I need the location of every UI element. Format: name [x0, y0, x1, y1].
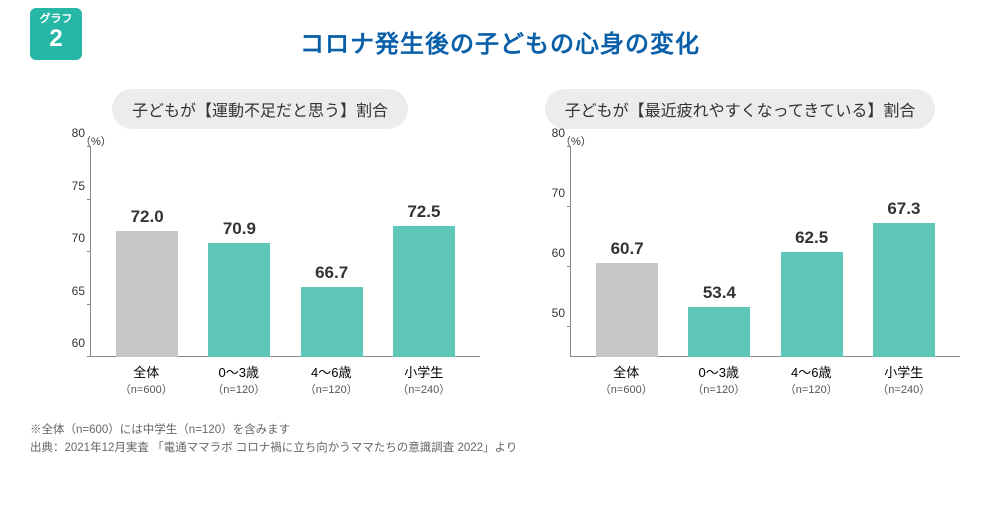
ytick-label: 50 — [535, 306, 565, 320]
sample-size-label: （n=240） — [869, 381, 939, 397]
footnote-line: ※全体（n=600）には中学生（n=120）を含みます — [30, 421, 970, 439]
bar — [301, 287, 363, 357]
footnotes: ※全体（n=600）には中学生（n=120）を含みます出典：2021年12月実査… — [30, 421, 970, 458]
x-label: 小学生（n=240） — [869, 362, 939, 397]
ytick-label: 70 — [535, 186, 565, 200]
ytick-label: 65 — [55, 284, 85, 298]
x-label: 小学生（n=240） — [389, 362, 459, 397]
chart-badge: グラフ 2 — [30, 8, 82, 60]
x-label: 4～6歳（n=120） — [296, 362, 366, 397]
category-label: 小学生 — [869, 362, 939, 381]
x-labels: 全体（n=600）0～3歳（n=120）4～6歳（n=120）小学生（n=240… — [90, 362, 480, 397]
sample-size-label: （n=120） — [684, 381, 754, 397]
bar-value-label: 60.7 — [611, 239, 644, 259]
sample-size-label: （n=120） — [776, 381, 846, 397]
ytick-label: 70 — [55, 231, 85, 245]
sample-size-label: （n=600） — [591, 381, 661, 397]
sample-size-label: （n=120） — [296, 381, 366, 397]
bars-container: 72.0 70.9 66.7 72.5 — [91, 147, 480, 357]
bar-value-label: 72.0 — [131, 207, 164, 227]
sample-size-label: （n=600） — [111, 381, 181, 397]
page-title: コロナ発生後の子どもの心身の変化 — [30, 24, 970, 59]
bar-group: 62.5 — [777, 228, 847, 357]
badge-number: 2 — [30, 25, 82, 54]
chart-area: （%）5060708060.753.462.567.3全体（n=600）0～3歳… — [520, 147, 960, 397]
bar-value-label: 70.9 — [223, 219, 256, 239]
x-label: 0～3歳（n=120） — [204, 362, 274, 397]
sample-size-label: （n=120） — [204, 381, 274, 397]
x-label: 全体（n=600） — [111, 362, 181, 397]
category-label: 4～6歳 — [776, 362, 846, 381]
sample-size-label: （n=240） — [389, 381, 459, 397]
category-label: 小学生 — [389, 362, 459, 381]
bar-value-label: 66.7 — [315, 263, 348, 283]
bar-group: 66.7 — [297, 263, 367, 357]
ytick-label: 80 — [535, 126, 565, 140]
bar-value-label: 67.3 — [887, 199, 920, 219]
category-label: 0～3歳 — [684, 362, 754, 381]
bars-container: 60.7 53.4 62.5 67.3 — [571, 147, 960, 357]
bar-group: 72.5 — [389, 202, 459, 357]
bar-group: 72.0 — [112, 207, 182, 357]
chart-1: 子どもが【最近疲れやすくなってきている】割合（%）5060708060.753.… — [520, 89, 960, 397]
x-label: 0～3歳（n=120） — [684, 362, 754, 397]
bar — [781, 252, 843, 357]
x-label: 全体（n=600） — [591, 362, 661, 397]
chart-subtitle: 子どもが【最近疲れやすくなってきている】割合 — [545, 89, 936, 129]
charts-container: 子どもが【運動不足だと思う】割合（%）606570758072.070.966.… — [30, 89, 970, 397]
ytick-label: 75 — [55, 179, 85, 193]
category-label: 0～3歳 — [204, 362, 274, 381]
plot-area: 5060708060.753.462.567.3 — [570, 147, 960, 357]
category-label: 全体 — [111, 362, 181, 381]
chart-area: （%）606570758072.070.966.772.5全体（n=600）0～… — [40, 147, 480, 397]
bar — [596, 263, 658, 357]
badge-label: グラフ — [30, 14, 82, 25]
ytick-label: 60 — [535, 246, 565, 260]
bar — [873, 223, 935, 357]
bar-group: 53.4 — [684, 283, 754, 357]
bar-group: 60.7 — [592, 239, 662, 357]
x-label: 4～6歳（n=120） — [776, 362, 846, 397]
bar — [393, 226, 455, 357]
x-labels: 全体（n=600）0～3歳（n=120）4～6歳（n=120）小学生（n=240… — [570, 362, 960, 397]
ytick-label: 80 — [55, 126, 85, 140]
chart-subtitle: 子どもが【運動不足だと思う】割合 — [112, 89, 408, 129]
bar-value-label: 62.5 — [795, 228, 828, 248]
bar — [208, 243, 270, 357]
bar-value-label: 72.5 — [407, 202, 440, 222]
plot-area: 606570758072.070.966.772.5 — [90, 147, 480, 357]
ytick-label: 60 — [55, 336, 85, 350]
bar — [688, 307, 750, 357]
footnote-line: 出典：2021年12月実査 「電通ママラボ コロナ禍に立ち向かうママたちの意識調… — [30, 439, 970, 457]
bar-group: 70.9 — [204, 219, 274, 357]
bar-group: 67.3 — [869, 199, 939, 357]
category-label: 4～6歳 — [296, 362, 366, 381]
bar — [116, 231, 178, 357]
chart-0: 子どもが【運動不足だと思う】割合（%）606570758072.070.966.… — [40, 89, 480, 397]
category-label: 全体 — [591, 362, 661, 381]
bar-value-label: 53.4 — [703, 283, 736, 303]
